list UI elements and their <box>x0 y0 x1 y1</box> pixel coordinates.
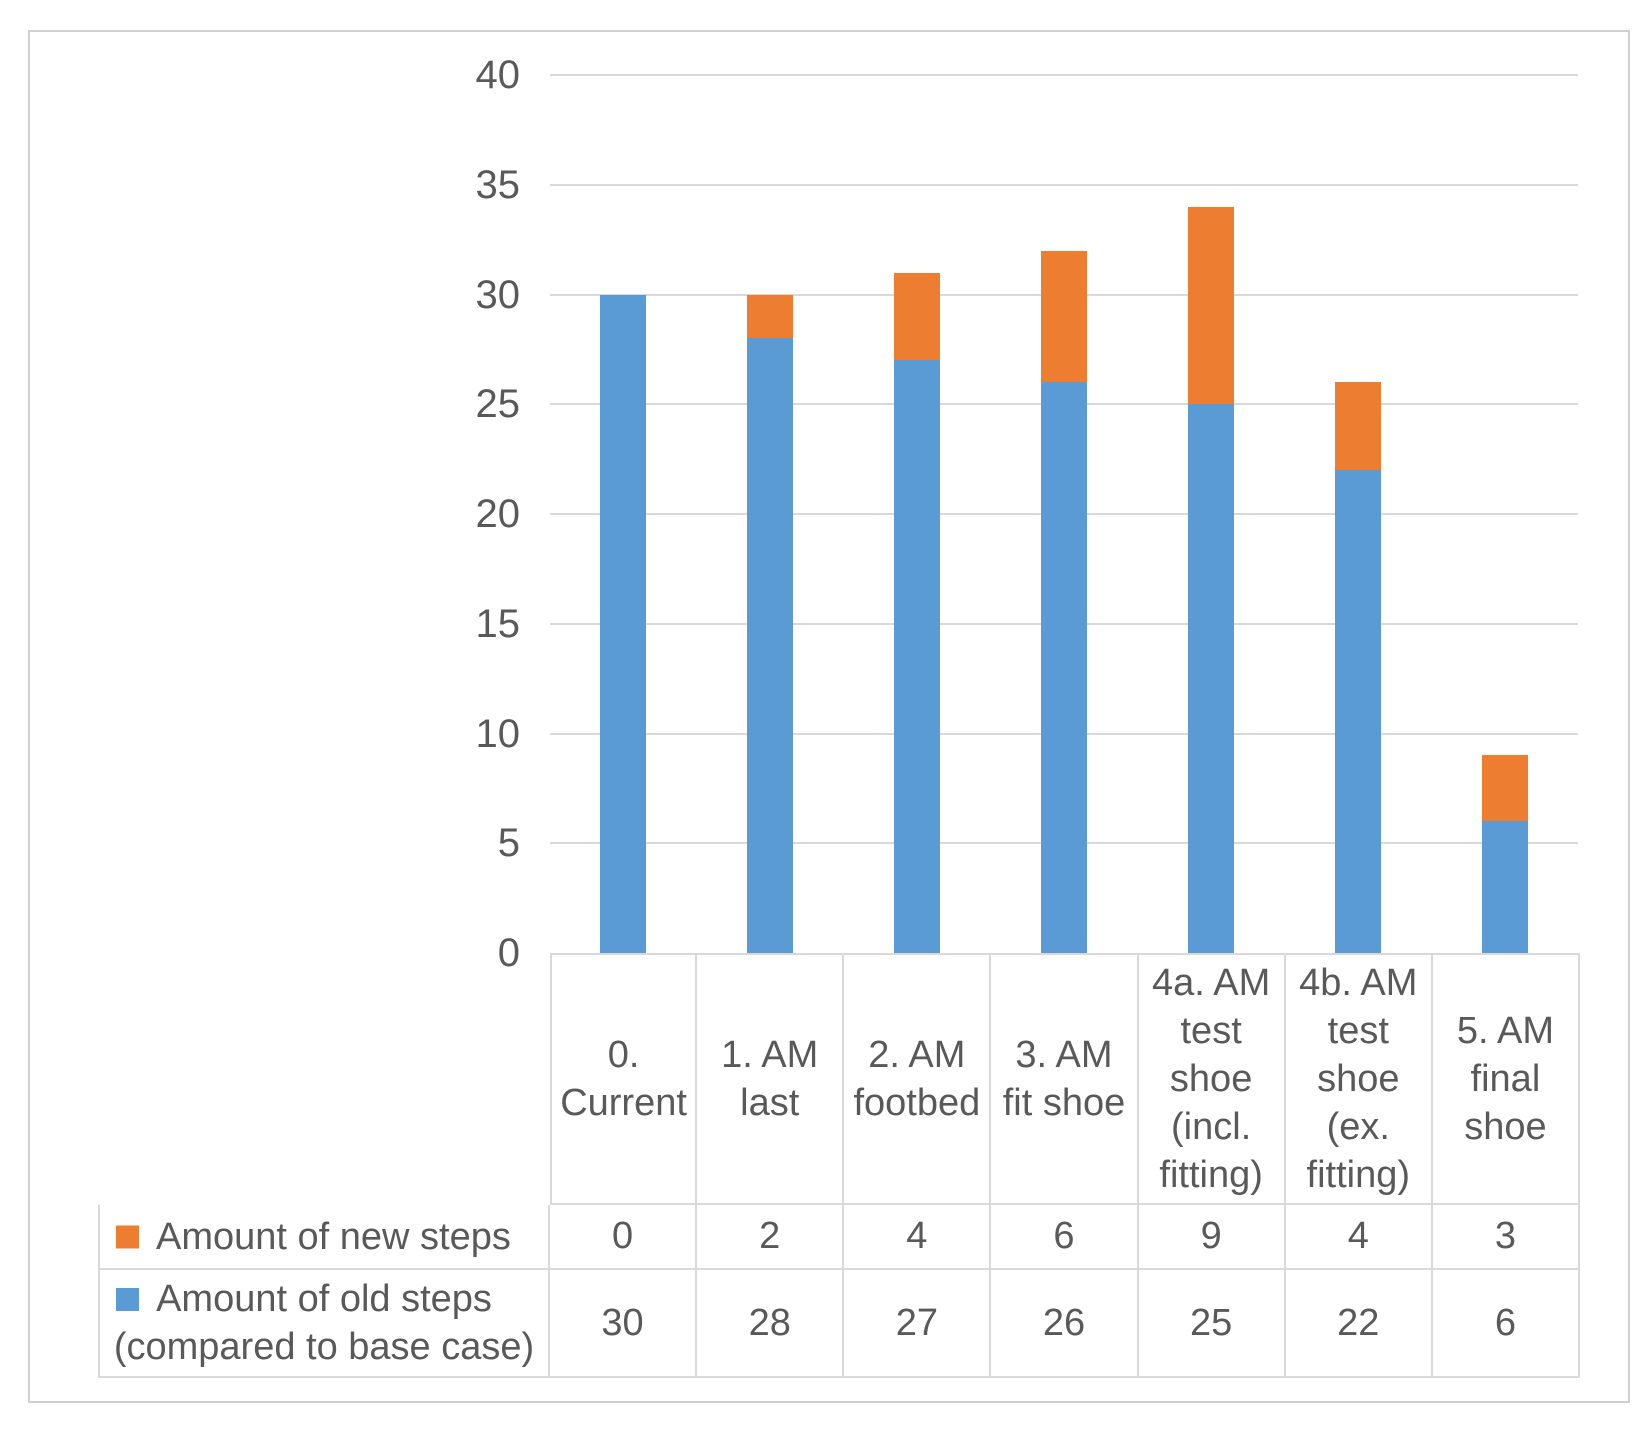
bar-segment-new-steps <box>1187 206 1234 405</box>
value-cell: 25 <box>1138 1270 1286 1378</box>
plot-area: 0 5 10 15 20 25 30 35 40 <box>476 53 1578 975</box>
legend-marker-old-steps <box>116 1288 139 1311</box>
category-header-cell: 4b. AM test shoe (ex. fitting) <box>1285 953 1433 1205</box>
category-header-cell: 4a. AM test shoe (incl. fitting) <box>1138 953 1286 1205</box>
bar-segment-old-steps <box>1187 404 1234 953</box>
bar-segment-new-steps <box>894 272 941 361</box>
legend-cell-new-steps: Amount of new steps <box>98 1205 550 1270</box>
bar-segment-new-steps <box>1481 755 1528 822</box>
table-corner-blank <box>98 953 550 1205</box>
bar-segment-old-steps <box>747 338 794 953</box>
series-label-line: (compared to base case) <box>113 1326 535 1368</box>
value-cell: 6 <box>1432 1270 1580 1378</box>
category-header-cell: 5. AM final shoe <box>1432 953 1580 1205</box>
value-cell: 4 <box>844 1205 992 1270</box>
series-label: Amount of old steps (compared to base cas… <box>100 1275 548 1371</box>
y-axis-tick-label: 35 <box>475 162 521 207</box>
y-axis-tick-label: 15 <box>475 601 521 646</box>
value-cell: 9 <box>1138 1205 1286 1270</box>
bar-segment-new-steps <box>1041 250 1087 383</box>
legend-marker-new-steps <box>116 1225 139 1248</box>
bar-stack <box>600 294 647 953</box>
bar-segment-old-steps <box>1041 382 1087 953</box>
bar-segment-old-steps <box>894 360 941 953</box>
bar-segment-old-steps <box>1334 470 1381 953</box>
series-label-line: Amount of new steps <box>156 1215 511 1258</box>
value-cell: 27 <box>844 1270 992 1378</box>
y-axis-tick-label: 0 <box>497 931 520 975</box>
y-axis-tick-label: 30 <box>475 272 521 317</box>
value-cell: 22 <box>1285 1270 1433 1378</box>
series-label-line: Amount of old steps <box>156 1278 492 1320</box>
value-cell: 0 <box>550 1205 698 1270</box>
bar-stack <box>894 272 941 953</box>
category-header-cell: 1. AM last <box>697 953 845 1205</box>
category-header-cell: 2. AM footbed <box>844 953 992 1205</box>
value-cell: 6 <box>991 1205 1139 1270</box>
value-cell: 30 <box>550 1270 698 1378</box>
gridline <box>550 183 1578 186</box>
value-cell: 28 <box>697 1270 845 1378</box>
y-axis-tick-label: 20 <box>475 492 521 536</box>
y-axis-tick-label: 5 <box>497 821 520 866</box>
chart-frame: 0 5 10 15 20 25 30 35 40 0. Current 1. AM last 2. … <box>28 30 1630 1403</box>
y-axis-tick-label: 40 <box>475 53 521 97</box>
gridline <box>550 74 1578 76</box>
value-cell: 3 <box>1432 1205 1580 1270</box>
bar-stack <box>1041 250 1087 953</box>
bar-stack <box>747 294 794 953</box>
bar-stack <box>1481 755 1528 953</box>
series-label: Amount of new steps <box>156 1213 511 1261</box>
data-table: 0. Current 1. AM last 2. AM footbed 3. AM f… <box>98 953 1580 1378</box>
category-header-cell: 3. AM fit shoe <box>991 953 1139 1205</box>
bar-segment-new-steps <box>747 294 794 339</box>
value-cell: 26 <box>991 1270 1139 1378</box>
bar-segment-old-steps <box>1481 821 1528 953</box>
legend-cell-old-steps: Amount of old steps (compared to base cas… <box>98 1270 550 1378</box>
category-header-cell: 0. Current <box>550 953 698 1205</box>
bar-stack <box>1187 206 1234 953</box>
bar-segment-old-steps <box>600 294 647 953</box>
bar-segment-new-steps <box>1334 382 1381 471</box>
y-axis-tick-label: 10 <box>475 711 521 756</box>
value-cell: 2 <box>697 1205 845 1270</box>
y-axis-tick-label: 25 <box>475 382 521 427</box>
value-cell: 4 <box>1285 1205 1433 1270</box>
bar-stack <box>1334 382 1381 953</box>
